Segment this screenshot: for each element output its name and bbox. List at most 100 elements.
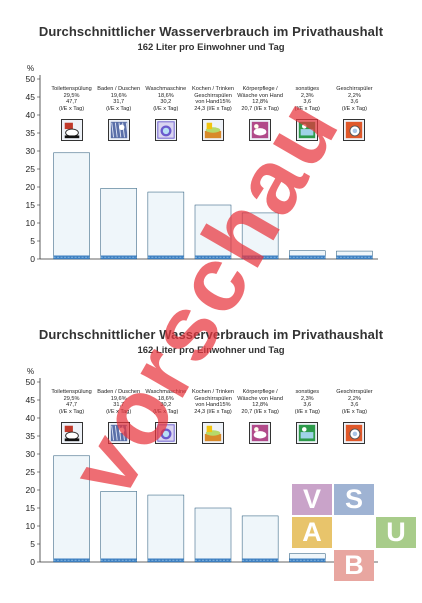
chart-subtitle: 162 Liter pro Einwohner und Tag [137,345,285,356]
category-label-line: von Hand15% [195,99,231,106]
category-label-line: (l/E x Tag) [59,105,85,112]
category-label-line: (l/E x Tag) [341,105,367,112]
category-label: Waschmaschine 18,6% 30,2 (l/E x Tag) [140,389,192,415]
category-label-line: (l/E x Tag) [153,105,179,112]
dishwasher-icon [344,120,365,140]
category-label-line: 29,5% [63,395,80,402]
category-label-line: Wäsche von Hand [237,395,283,402]
y-tick-label: 35 [26,431,36,441]
category-label-line: 3,6 [303,402,312,409]
category-label-line: 3,6 [303,99,312,106]
bodycare-icon-box [249,119,272,141]
washing-machine-icon [155,120,176,140]
category-label: sonstiges 2,3% 3,6 (l/E x Tag) [281,389,333,415]
bar [147,191,185,260]
category-label: Kochen / Trinken Geschirrspülen von Hand15… [187,389,239,415]
misc-icon [297,423,318,443]
category-label-line: (l/E x Tag) [106,105,132,112]
category-label-line: 31,7 [113,402,125,409]
category-label-line: (l/E x Tag) [106,408,132,415]
category-label-line: Toilettenspülung [51,389,92,395]
bodycare-icon [250,423,271,443]
toilet-icon [61,120,82,140]
category-label-line: 2,3% [300,92,314,99]
category-label-line: Geschirrspüler [336,389,373,395]
logo-cell-v: V [292,484,332,515]
category-label-line: von Hand15% [195,402,231,409]
bar [241,515,279,563]
dishwasher-icon-box [343,119,366,141]
bar [100,188,137,260]
bar [53,152,90,260]
category-label-line: 18,6% [157,92,174,99]
y-tick-label: 10 [26,521,36,531]
cooking-icon-box [202,422,224,444]
y-tick-label: 40 [26,110,36,120]
category-label: Baden / Duschen 19,6% 31,7 (l/E x Tag) [93,389,145,415]
cooking-icon [203,120,223,140]
category-label: Waschmaschine 18,6% 30,2 (l/E x Tag) [140,86,192,112]
category-label-line: 47,7 [66,402,77,409]
category-label-line: 47,7 [66,99,77,106]
bar [194,204,232,260]
category-label-line: Kochen / Trinken [192,389,234,395]
category-label-line: Kochen / Trinken [192,86,234,92]
water-usage-chart-bottom: Durchschnittlicher Wasserverbrauch im Pr… [0,303,422,603]
chart-title: Durchschnittlicher Wasserverbrauch im Pr… [38,327,384,342]
category-label-line: 19,6% [110,395,127,402]
y-tick-label: 30 [26,449,36,459]
category-label-line: (l/E x Tag) [294,105,320,112]
category-label-line: (l/E x Tag) [59,408,85,415]
logo-cell-s: S [334,484,374,515]
cooking-icon-box [202,119,224,141]
category-label-line: 12,8% [252,99,269,106]
dishwasher-icon [344,423,365,443]
misc-icon-box [296,422,319,444]
category-label-line: Körperpflege / [242,86,278,92]
toilet-icon-box [60,422,83,444]
chart-title: Durchschnittlicher Wasserverbrauch im Pr… [38,24,384,39]
category-label-line: sonstiges [295,389,320,395]
category-label-line: Geschirrspülen [194,395,232,402]
category-label: Körperpflege / Wäsche von Hand 12,8% 20,7 (… [234,389,286,415]
y-tick-label: 0 [30,254,35,264]
category-label-line: 29,5% [63,92,80,99]
washing-machine-icon [155,423,176,443]
shower-icon-box [107,119,130,141]
misc-icon-box [296,119,319,141]
bodycare-icon-box [249,422,272,444]
category-label-line: Waschmaschine [145,389,187,395]
y-tick-label: 50 [26,74,36,84]
y-tick-label: 50 [26,377,36,387]
category-label-line: 20,7 (l/E x Tag) [241,408,279,415]
category-label: Körperpflege / Wäsche von Hand 12,8% 20,7 (… [234,86,286,112]
category-label-line: Waschmaschine [145,86,187,92]
category-label-line: Baden / Duschen [97,86,141,92]
y-tick-label: 5 [30,539,35,549]
washing-machine-icon-box [154,119,177,141]
category-label-line: 30,2 [160,99,172,106]
chart-plot: 0 5 10 15 20 25 30 35 40 45 50 [26,377,378,567]
bar [241,212,279,260]
category-label: Toilettenspülung 29,5% 47,7 (l/E x Tag) [46,389,98,415]
y-tick-label: 25 [26,164,36,174]
y-tick-label: 15 [26,503,36,513]
chart-subtitle: 162 Liter pro Einwohner und Tag [137,42,285,53]
category-label: Baden / Duschen 19,6% 31,7 (l/E x Tag) [93,86,145,112]
category-label-line: (l/E x Tag) [153,408,179,415]
category-label-line: sonstiges [295,86,320,92]
category-label: Kochen / Trinken Geschirrspülen von Hand15… [187,86,239,112]
category-label-line: 18,6% [157,395,174,402]
category-label-line: 2,2% [348,395,361,402]
bar [147,494,185,563]
category-label-line: 12,8% [252,402,269,409]
category-label: Toilettenspülung 29,5% 47,7 (l/E x Tag) [46,86,98,112]
category-label-line: 30,2 [160,402,172,409]
shower-icon-box [107,422,130,444]
bar [194,507,232,563]
logo-cell-u: U [376,517,416,548]
dishwasher-icon-box [343,422,366,444]
shower-icon [108,120,129,140]
cooking-icon [203,423,223,443]
y-tick-label: 10 [26,218,36,228]
